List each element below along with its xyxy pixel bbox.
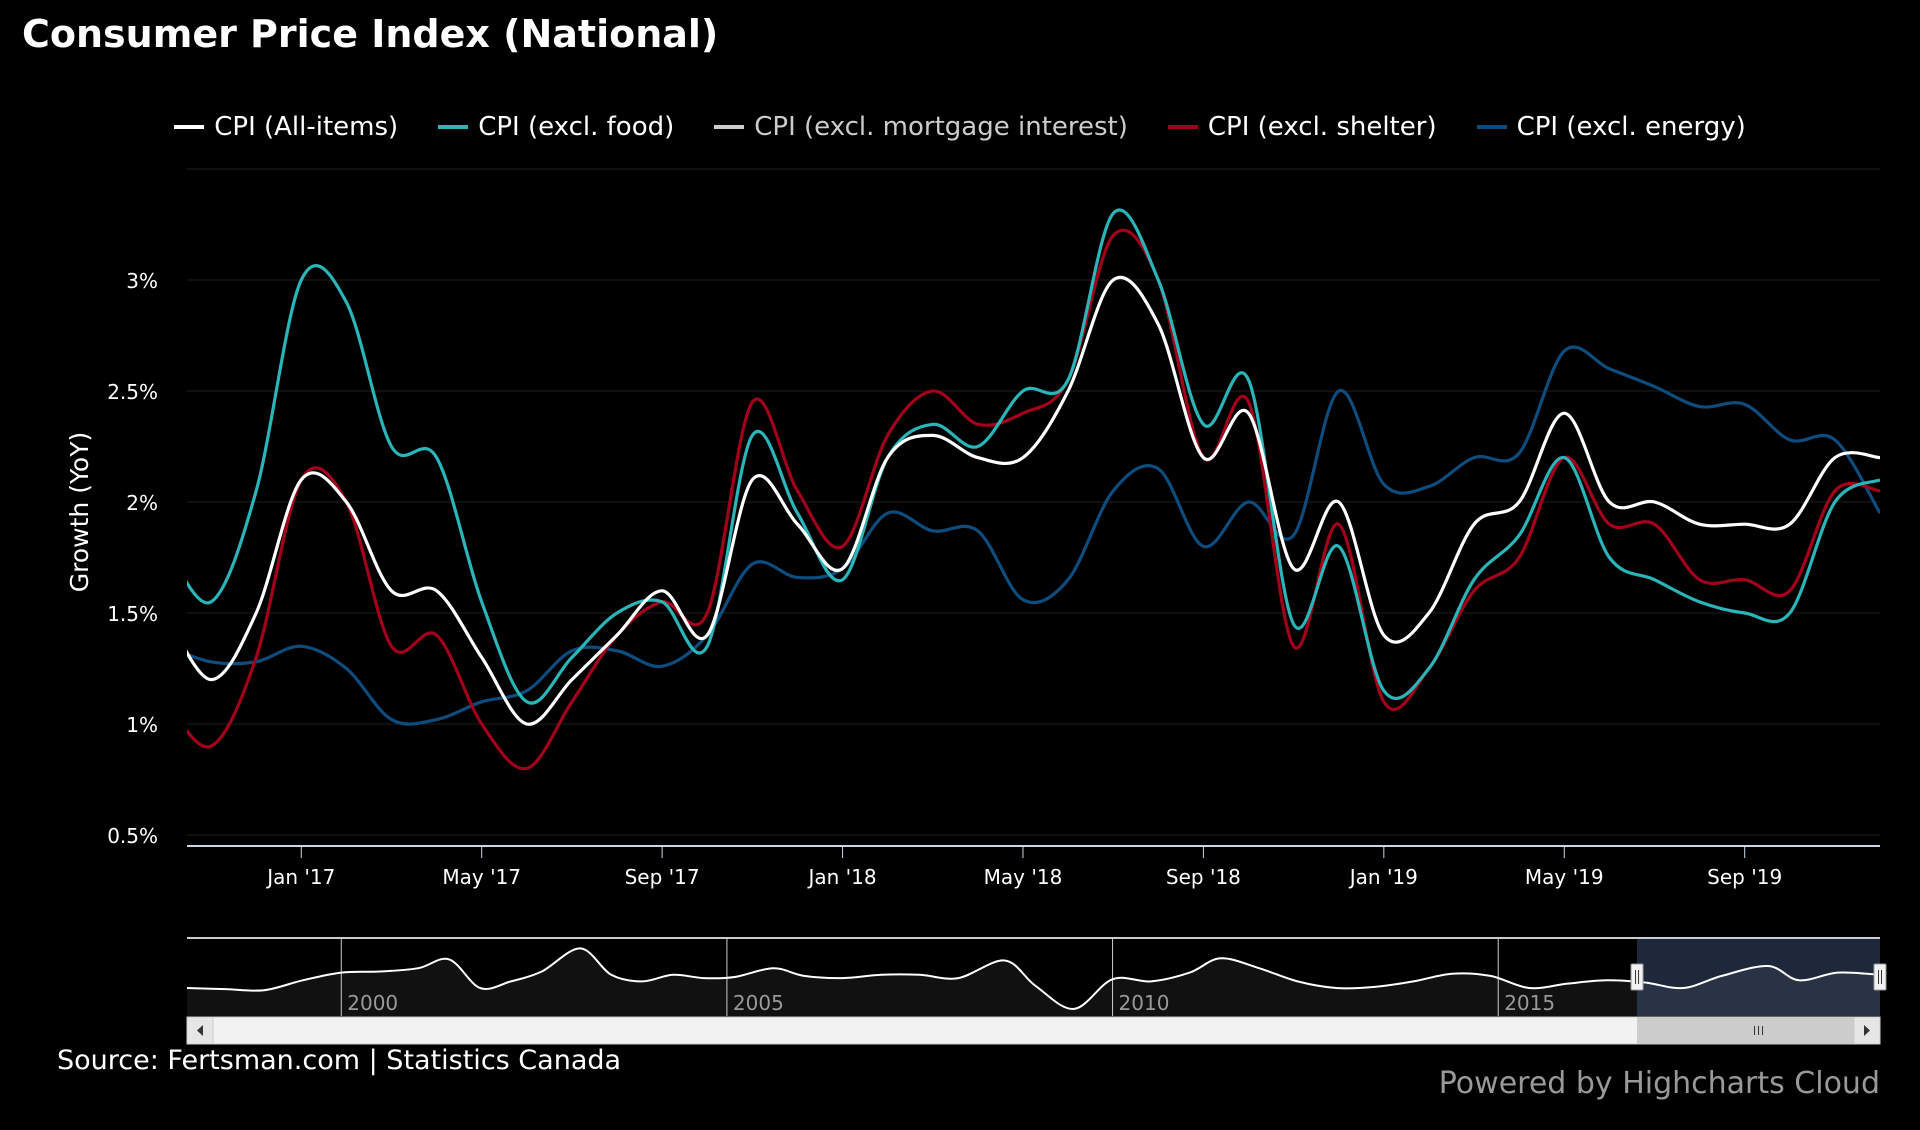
y-tick-label: 1% xyxy=(126,713,158,737)
legend-label: CPI (All-items) xyxy=(214,112,399,142)
navigator-selected-range[interactable] xyxy=(1637,938,1880,1016)
legend-symbol xyxy=(174,125,205,129)
legend-item[interactable]: CPI (excl. shelter) xyxy=(1167,112,1437,142)
source-note: Source: Fertsman.com | Statistics Canada xyxy=(57,1045,622,1076)
series-group xyxy=(166,208,1880,771)
y-tick-label: 3% xyxy=(126,269,158,293)
arrow-right-icon xyxy=(1864,1025,1870,1036)
legend: CPI (All-items) CPI (excl. food) CPI (excl… xyxy=(0,112,1920,142)
chart-title: Consumer Price Index (National) xyxy=(22,12,719,56)
legend-symbol xyxy=(438,125,469,129)
legend-item[interactable]: CPI (excl. energy) xyxy=(1476,112,1746,142)
navigator-year-label: 2010 xyxy=(1119,991,1170,1015)
y-tick-label: 2% xyxy=(126,491,158,515)
legend-symbol xyxy=(1167,125,1198,129)
series-line-cpi-excl-food[interactable] xyxy=(166,208,1880,705)
x-tick-label: Jan '19 xyxy=(1348,865,1418,889)
x-tick-label: Jan '17 xyxy=(265,865,335,889)
x-tick-label: May '17 xyxy=(442,865,521,889)
legend-symbol xyxy=(1476,125,1507,129)
navigator-year-label: 2000 xyxy=(347,991,398,1015)
arrow-left-icon xyxy=(197,1025,203,1036)
x-tick-label: Sep '19 xyxy=(1707,865,1782,889)
x-tick-label: May '19 xyxy=(1525,865,1604,889)
scrollbar-track[interactable] xyxy=(186,1016,1881,1045)
credits-link[interactable]: Powered by Highcharts Cloud xyxy=(1438,1066,1880,1101)
legend-item[interactable]: CPI (excl. mortgage interest) xyxy=(714,112,1128,142)
x-tick-label: Jan '18 xyxy=(806,865,876,889)
legend-label: CPI (excl. energy) xyxy=(1516,112,1746,142)
x-tick-label: Sep '18 xyxy=(1166,865,1241,889)
navigator-handle-left[interactable] xyxy=(1630,963,1644,991)
y-axis-title: Growth (YoY) xyxy=(65,432,94,592)
legend-item[interactable]: CPI (All-items) xyxy=(174,112,398,142)
legend-label: CPI (excl. shelter) xyxy=(1207,112,1437,142)
navigator-area xyxy=(187,948,1880,1016)
navigator-year-label: 2015 xyxy=(1504,991,1555,1015)
series-line-cpi-all-items[interactable] xyxy=(166,275,1880,726)
series-line-cpi-excl-shelter[interactable] xyxy=(166,228,1880,771)
x-tick-label: May '18 xyxy=(984,865,1063,889)
legend-symbol xyxy=(714,125,745,129)
navigator-series-line xyxy=(186,947,1881,1010)
legend-label: CPI (excl. mortgage interest) xyxy=(754,112,1128,142)
y-tick-label: 1.5% xyxy=(107,602,158,626)
navigator-handle-right[interactable] xyxy=(1873,963,1887,991)
y-tick-label: 0.5% xyxy=(107,824,158,848)
legend-label: CPI (excl. food) xyxy=(478,112,675,142)
navigator-year-label: 2005 xyxy=(733,991,784,1015)
series-line-cpi-excl-energy[interactable] xyxy=(166,345,1880,726)
y-tick-label: 2.5% xyxy=(107,380,158,404)
x-tick-label: Sep '17 xyxy=(625,865,700,889)
legend-item[interactable]: CPI (excl. food) xyxy=(438,112,674,142)
